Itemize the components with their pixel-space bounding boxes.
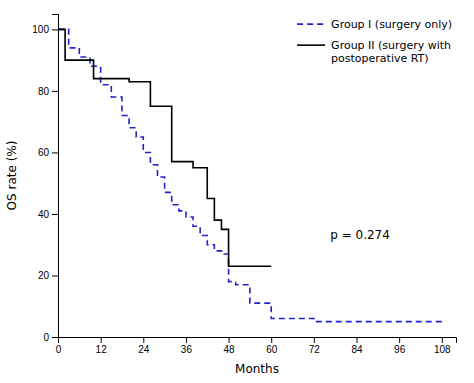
tick-label: 60 bbox=[38, 147, 50, 158]
axis-line bbox=[52, 15, 59, 338]
tick-mark bbox=[52, 91, 58, 92]
tick-mark bbox=[101, 337, 102, 343]
y-axis-title: OS rate (%) bbox=[5, 141, 19, 211]
tick-label: 60 bbox=[266, 344, 278, 355]
tick-mark bbox=[399, 337, 400, 343]
tick-label: 108 bbox=[434, 344, 451, 355]
tick-label: 72 bbox=[309, 344, 321, 355]
survival-line bbox=[58, 29, 442, 321]
tick-label: 100 bbox=[32, 24, 49, 35]
legend-label: Group II (surgery withpostoperative RT) bbox=[331, 39, 451, 65]
tick: 108 bbox=[434, 337, 451, 355]
legend-label: Group I (surgery only) bbox=[331, 18, 452, 31]
tick-mark bbox=[271, 337, 272, 343]
tick: 40 bbox=[38, 209, 58, 220]
tick-mark bbox=[52, 29, 58, 30]
legend-item: Group II (surgery withpostoperative RT) bbox=[297, 39, 451, 65]
tick-label: 24 bbox=[138, 344, 150, 355]
tick: 48 bbox=[224, 337, 236, 355]
tick: 72 bbox=[309, 337, 321, 355]
tick: 84 bbox=[351, 337, 363, 355]
chart: 0 12 24 36 48 60 72 84 96 108 0 20 40 60 80 100 p = 0.27… bbox=[0, 0, 474, 383]
x-axis: 0 12 24 36 48 60 72 84 96 108 bbox=[56, 337, 457, 355]
legend: Group I (surgery only) Group II (surgery … bbox=[297, 18, 452, 65]
tick: 24 bbox=[138, 337, 150, 355]
tick: 60 bbox=[38, 147, 58, 158]
tick-mark bbox=[52, 337, 58, 338]
tick-mark bbox=[186, 337, 187, 343]
x-axis-title: Months bbox=[235, 362, 279, 376]
survival-line bbox=[58, 29, 271, 266]
legend-item: Group I (surgery only) bbox=[297, 18, 452, 31]
legend-swatch bbox=[297, 44, 325, 46]
tick-mark bbox=[314, 337, 315, 343]
tick: 60 bbox=[266, 337, 278, 355]
y-axis: 0 20 40 60 80 100 bbox=[32, 15, 58, 343]
legend-swatch bbox=[297, 23, 325, 25]
tick-label: 0 bbox=[43, 332, 49, 343]
tick-label: 12 bbox=[96, 344, 108, 355]
annotation: p = 0.274 bbox=[330, 228, 390, 242]
tick-mark bbox=[143, 337, 144, 343]
tick: 0 bbox=[56, 337, 62, 355]
tick-mark bbox=[442, 337, 443, 343]
tick-label: 80 bbox=[38, 86, 50, 97]
tick: 100 bbox=[32, 24, 58, 35]
tick-label: 48 bbox=[224, 344, 236, 355]
tick-label: 84 bbox=[351, 344, 363, 355]
tick-mark bbox=[52, 275, 58, 276]
lines bbox=[58, 29, 442, 321]
tick-mark bbox=[52, 152, 58, 153]
tick-mark bbox=[52, 214, 58, 215]
tick-label: 20 bbox=[38, 270, 50, 281]
tick: 80 bbox=[38, 86, 58, 97]
tick: 36 bbox=[181, 337, 193, 355]
tick-label: 96 bbox=[394, 344, 406, 355]
plot: 0 12 24 36 48 60 72 84 96 108 0 20 40 60 80 100 p = 0.27… bbox=[32, 15, 456, 356]
tick: 0 bbox=[43, 332, 58, 343]
tick: 96 bbox=[394, 337, 406, 355]
tick-label: 36 bbox=[181, 344, 193, 355]
tick: 12 bbox=[96, 337, 108, 355]
axis-line bbox=[59, 338, 457, 344]
tick-label: 0 bbox=[56, 344, 62, 355]
tick-mark bbox=[229, 337, 230, 343]
tick-mark bbox=[357, 337, 358, 343]
tick-label: 40 bbox=[38, 209, 50, 220]
tick: 20 bbox=[38, 270, 58, 281]
